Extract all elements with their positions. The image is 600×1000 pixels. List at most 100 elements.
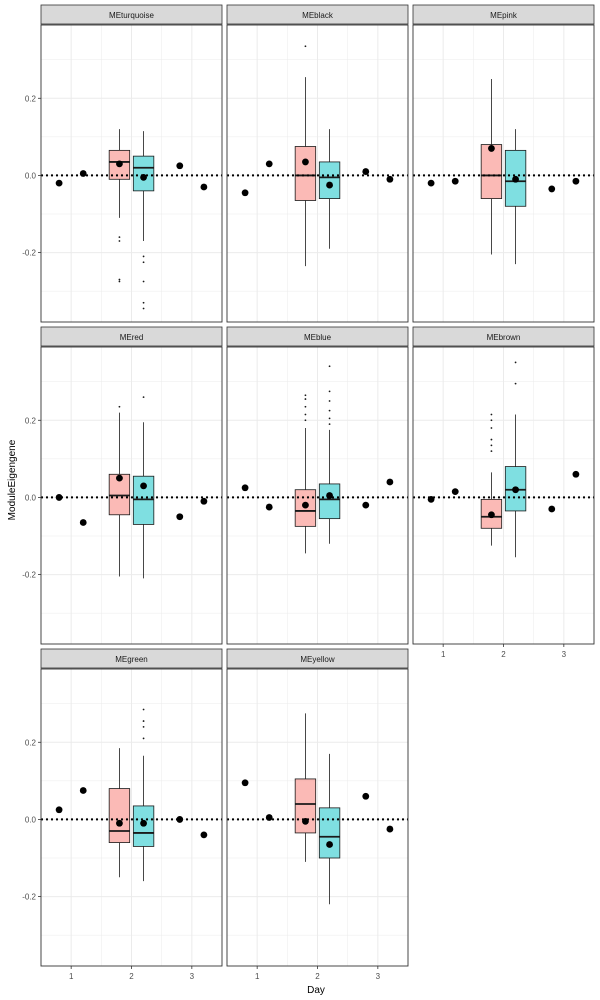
box-outlier: [142, 301, 145, 304]
y-axis-title: ModuleEigengene: [7, 439, 18, 520]
data-point: [427, 495, 435, 503]
box-outlier: [118, 240, 121, 242]
data-point: [548, 505, 556, 513]
panel-border: [40, 24, 223, 323]
box-outlier: [490, 413, 493, 416]
box-outlier: [328, 390, 331, 393]
y-tick-label: 0.0: [25, 493, 37, 502]
facet-strip: [412, 326, 595, 347]
facet-strip: [412, 4, 595, 25]
data-point: [302, 817, 309, 825]
data-point: [386, 825, 394, 833]
data-point: [241, 484, 249, 492]
box-outlier: [490, 450, 493, 453]
box-outlier: [118, 236, 121, 239]
box-outlier: [304, 45, 307, 48]
box-body: [318, 807, 341, 859]
data-point: [451, 488, 459, 496]
x-tick-label: 2: [315, 972, 320, 981]
box-outlier: [118, 280, 121, 283]
x-tick-label: 2: [129, 972, 134, 981]
x-tick-label: 1: [441, 650, 446, 659]
data-point: [176, 162, 184, 170]
box-outlier: [118, 278, 121, 281]
box-outlier: [142, 708, 145, 711]
data-point: [512, 175, 519, 183]
data-point: [176, 816, 184, 823]
box-outlier: [490, 438, 493, 441]
facet-title: MEred: [120, 333, 144, 342]
x-axis-title: Day: [307, 985, 325, 996]
data-point: [140, 482, 147, 490]
box-outlier: [514, 361, 517, 364]
box-outlier: [142, 280, 145, 283]
facet-strip: [226, 4, 409, 25]
box-body: [132, 155, 155, 192]
facet-title: MEgreen: [115, 655, 147, 664]
x-tick-label: 1: [69, 972, 74, 981]
data-point: [512, 486, 519, 494]
data-point: [55, 494, 63, 501]
data-point: [79, 787, 87, 794]
box-outlier: [142, 307, 145, 310]
data-point: [548, 185, 556, 193]
data-point: [488, 145, 495, 152]
facet-panel-MEred: MEred -0.2 0.0 0.2: [22, 326, 223, 645]
y-tick-label: -0.2: [22, 893, 36, 902]
data-point: [386, 175, 394, 183]
facet-panel-MEyellow: MEyellow 1 2 3: [226, 648, 409, 981]
facet-panel-MEblue: MEblue: [226, 326, 409, 645]
data-point: [451, 177, 459, 185]
box-outlier: [490, 419, 493, 422]
box-outlier: [142, 255, 145, 258]
box-outlier: [328, 423, 331, 426]
box-body: [294, 778, 317, 834]
facet-panel-MEturquoise: MEturquoise -0.2 0.0 0.2: [22, 4, 223, 323]
data-point: [572, 470, 580, 478]
box-body: [480, 144, 503, 199]
data-point: [326, 841, 333, 848]
x-tick-label: 3: [562, 650, 567, 659]
facet-strip: [40, 648, 223, 669]
box-outlier: [118, 405, 121, 408]
panel-border: [40, 346, 223, 645]
data-point: [55, 179, 63, 187]
x-tick-label: 3: [376, 972, 381, 981]
data-point: [265, 814, 273, 821]
data-point: [241, 779, 249, 787]
y-tick-label: 0.2: [25, 94, 37, 103]
box-body: [108, 788, 131, 843]
data-point: [140, 173, 147, 181]
facet-strip: [226, 648, 409, 669]
y-tick-label: 0.2: [25, 416, 37, 425]
facet-strip: [40, 4, 223, 25]
data-point: [116, 819, 123, 827]
data-point: [386, 478, 394, 486]
facet-title: MEblack: [302, 11, 334, 20]
box-outlier: [142, 720, 145, 722]
x-tick-label: 3: [190, 972, 195, 981]
facet-title: MEturquoise: [109, 11, 154, 20]
facet-strip: [40, 326, 223, 347]
box-outlier: [328, 417, 331, 420]
data-point: [302, 158, 309, 166]
facet-title: MEblue: [304, 333, 332, 342]
data-point: [488, 511, 495, 519]
facet-strip: [226, 326, 409, 347]
facet-panel-MEpink: MEpink: [412, 4, 595, 323]
data-point: [362, 792, 370, 800]
panel-border: [226, 346, 409, 645]
box-outlier: [490, 427, 493, 429]
data-point: [427, 179, 435, 187]
facet-title: MEyellow: [300, 655, 334, 664]
data-point: [116, 474, 123, 482]
y-tick-label: -0.2: [22, 571, 36, 580]
box-outlier: [490, 444, 493, 447]
facet-title: MEbrown: [487, 333, 521, 342]
y-tick-label: -0.2: [22, 249, 36, 258]
data-point: [265, 503, 273, 511]
box-outlier: [328, 365, 331, 368]
data-point: [572, 177, 580, 185]
facet-panel-MEblack: MEblack: [226, 4, 409, 323]
